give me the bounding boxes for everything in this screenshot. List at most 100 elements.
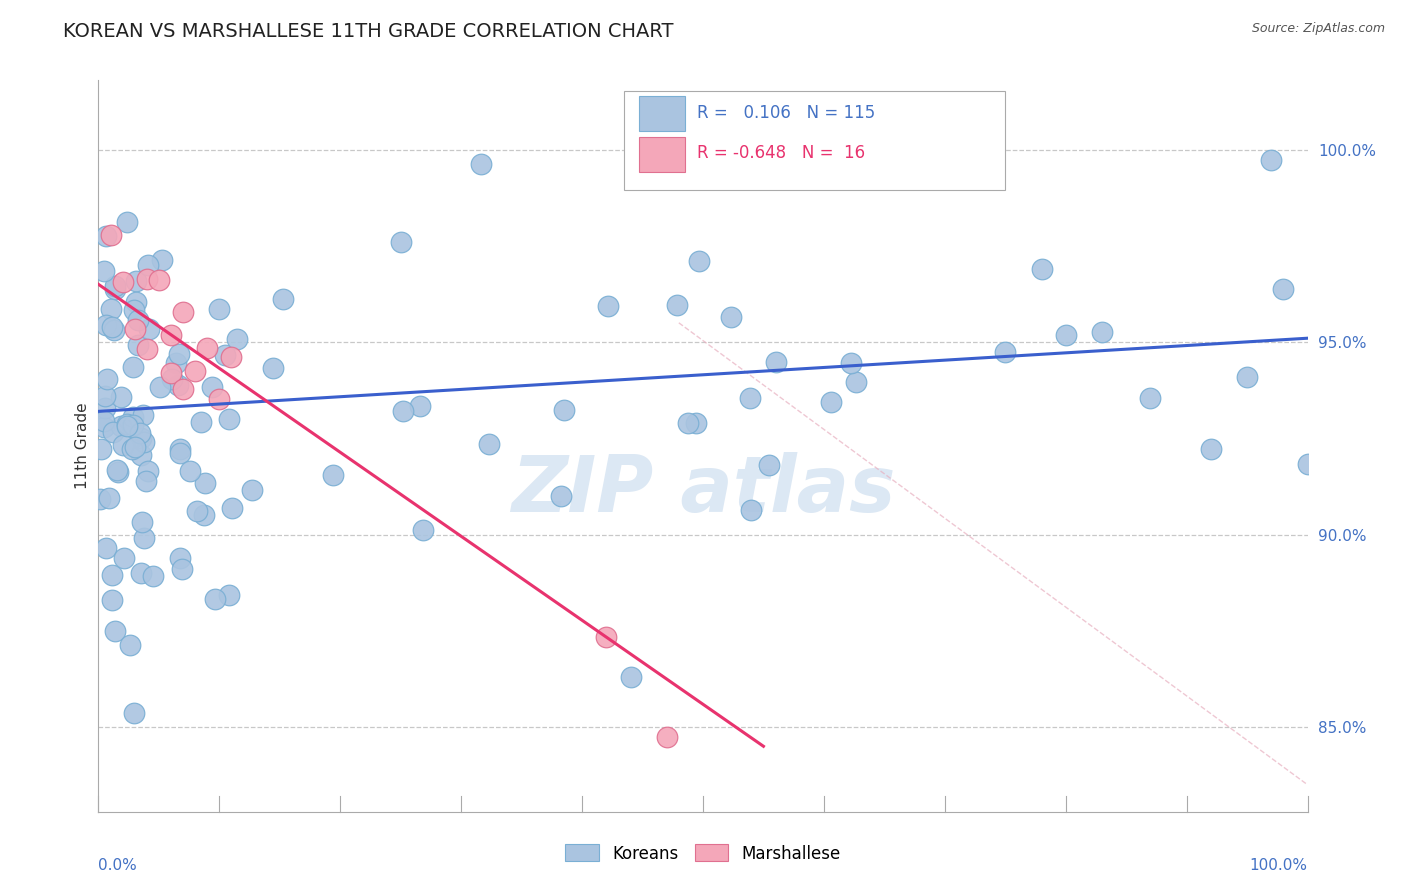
Point (478, 437, 501, 451)
Point (117, 417, 139, 431)
Point (100, 301, 122, 316)
Text: R =   0.106   N = 115: R = 0.106 N = 115 (697, 104, 875, 122)
Point (122, 706, 145, 720)
Point (111, 275, 134, 289)
Point (179, 464, 201, 478)
Point (201, 380, 224, 394)
Point (110, 391, 132, 405)
Point (322, 468, 344, 483)
Point (122, 360, 145, 375)
Point (107, 466, 129, 480)
Point (118, 638, 141, 652)
Point (994, 345, 1017, 359)
Point (218, 588, 240, 602)
Point (596, 299, 619, 313)
Point (124, 303, 146, 318)
Point (221, 351, 243, 365)
Point (129, 431, 152, 445)
Point (101, 425, 124, 439)
Point (125, 274, 148, 288)
Point (90, 442, 112, 457)
Point (136, 465, 159, 479)
Point (103, 278, 125, 293)
Point (101, 593, 124, 607)
FancyBboxPatch shape (638, 136, 685, 171)
FancyBboxPatch shape (624, 91, 1005, 190)
Point (125, 295, 148, 310)
Text: ZIP atlas: ZIP atlas (510, 452, 896, 528)
Point (389, 235, 412, 249)
Point (132, 531, 155, 545)
Point (1091, 325, 1114, 339)
Point (226, 332, 249, 346)
Point (620, 670, 643, 684)
Text: KOREAN VS MARSHALLESE 11TH GRADE CORRELATION CHART: KOREAN VS MARSHALLESE 11TH GRADE CORRELA… (63, 22, 673, 41)
Text: R = -0.648   N =  16: R = -0.648 N = 16 (697, 145, 865, 162)
Point (392, 404, 415, 418)
Point (204, 591, 226, 606)
Point (104, 282, 127, 296)
Text: 0.0%: 0.0% (98, 858, 138, 873)
Point (1031, 262, 1053, 277)
Point (839, 356, 862, 370)
Point (169, 446, 191, 460)
Text: Source: ZipAtlas.com: Source: ZipAtlas.com (1251, 22, 1385, 36)
Point (409, 399, 432, 413)
Point (96, 372, 118, 386)
Point (1260, 153, 1282, 168)
Point (131, 515, 153, 529)
Point (1296, 457, 1319, 471)
Point (150, 253, 173, 268)
Point (121, 417, 143, 432)
Point (214, 348, 236, 362)
Point (735, 123, 758, 137)
Point (1236, 370, 1258, 384)
Point (765, 354, 787, 368)
Point (160, 372, 183, 386)
Point (94, 229, 117, 244)
Point (132, 434, 155, 449)
Point (655, 730, 678, 744)
Point (208, 392, 231, 406)
Text: 100.0%: 100.0% (1250, 858, 1308, 873)
Point (129, 566, 152, 580)
Point (112, 438, 135, 452)
Point (221, 501, 243, 516)
Point (101, 320, 124, 334)
Point (470, 156, 492, 170)
Point (720, 310, 742, 324)
Point (172, 382, 194, 396)
Point (165, 356, 187, 370)
FancyBboxPatch shape (638, 96, 685, 131)
Point (1054, 327, 1077, 342)
Point (160, 366, 183, 380)
Point (148, 273, 170, 287)
Point (242, 483, 264, 497)
Point (93, 414, 115, 428)
Point (172, 305, 194, 319)
Point (101, 567, 124, 582)
Point (135, 342, 157, 356)
Point (738, 391, 761, 405)
Point (94, 541, 117, 555)
Point (688, 253, 710, 268)
Point (208, 302, 231, 317)
Point (100, 227, 122, 242)
Point (666, 297, 689, 311)
Point (193, 508, 215, 522)
Point (167, 377, 190, 392)
Point (124, 440, 146, 454)
Point (142, 569, 165, 583)
Point (820, 395, 842, 409)
Point (186, 503, 208, 517)
Point (110, 419, 132, 434)
Point (115, 215, 138, 229)
Point (94, 401, 117, 415)
Point (93, 264, 115, 278)
Point (553, 402, 575, 417)
Point (132, 409, 155, 423)
Point (103, 624, 125, 638)
Point (136, 259, 159, 273)
Point (149, 380, 172, 394)
Point (129, 449, 152, 463)
